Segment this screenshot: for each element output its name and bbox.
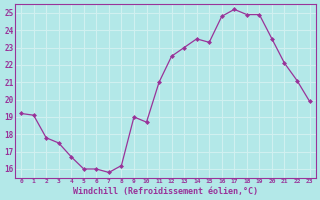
X-axis label: Windchill (Refroidissement éolien,°C): Windchill (Refroidissement éolien,°C) — [73, 187, 258, 196]
